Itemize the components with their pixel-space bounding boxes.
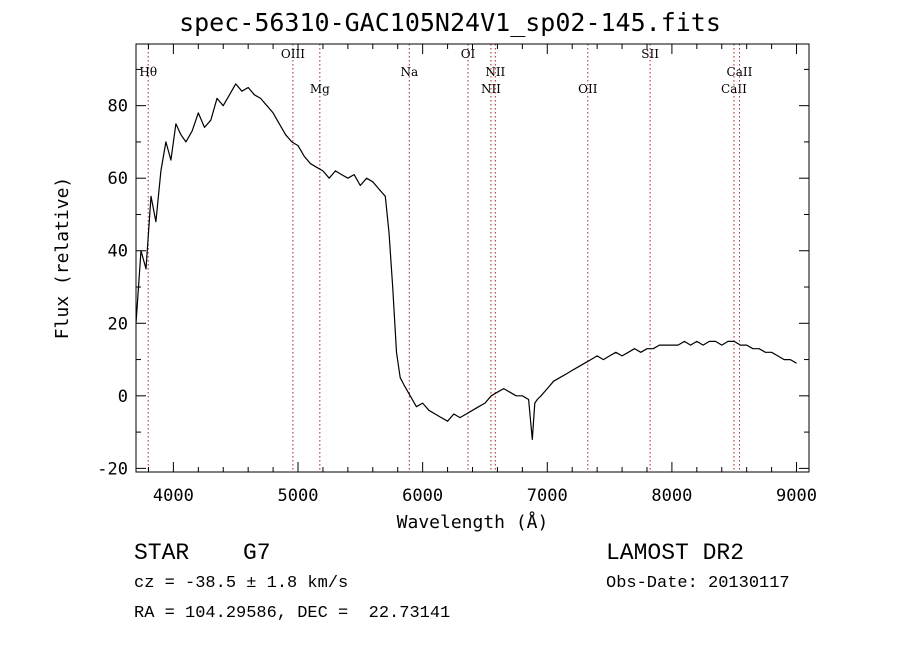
spectral-line-label: NII — [481, 82, 501, 96]
observation-date: Obs-Date: 20130117 — [606, 574, 790, 593]
y-tick-label: 80 — [108, 97, 128, 117]
plot-frame — [135, 43, 810, 473]
survey-name: LAMOST DR2 — [606, 540, 745, 566]
spectral-line-label: OI — [461, 47, 476, 61]
x-axis-title: Wavelength (Å) — [397, 511, 549, 533]
redshift-velocity: cz = -38.5 ± 1.8 km/s — [134, 574, 349, 593]
x-tick-label: 7000 — [527, 486, 568, 506]
x-tick-label: 9000 — [776, 486, 817, 506]
y-tick-label: -20 — [97, 459, 128, 479]
x-tick-label: 5000 — [278, 486, 319, 506]
spectral-line-label: CaII — [721, 82, 747, 96]
chart-title: spec-56310-GAC105N24V1_sp02-145.fits — [179, 8, 721, 37]
spectrum-series-line — [135, 83, 797, 440]
spectral-line-label: OIII — [281, 47, 305, 61]
spectral-line-label: Hθ — [139, 65, 157, 79]
x-tick-label: 4000 — [153, 486, 194, 506]
x-tick-label: 6000 — [402, 486, 443, 506]
y-tick-label: 60 — [108, 169, 128, 189]
spectral-line-label: Na — [400, 65, 418, 79]
y-tick-label: 0 — [118, 387, 128, 407]
y-axis-title: Flux (relative) — [52, 177, 73, 340]
spectral-line-label: OII — [578, 82, 598, 96]
object-subclass: G7 — [243, 540, 271, 566]
y-tick-label: 40 — [108, 242, 128, 262]
x-tick-label: 8000 — [651, 486, 692, 506]
spectral-line-label: CaII — [727, 65, 753, 79]
spectral-line-label: SII — [641, 47, 659, 61]
spectral-line-label: Mg — [310, 82, 330, 96]
sky-coordinates: RA = 104.29586, DEC = 22.73141 — [134, 604, 451, 623]
spectral-line-label: NII — [485, 65, 505, 79]
object-class: STAR — [134, 540, 190, 566]
y-tick-label: 20 — [108, 314, 128, 334]
